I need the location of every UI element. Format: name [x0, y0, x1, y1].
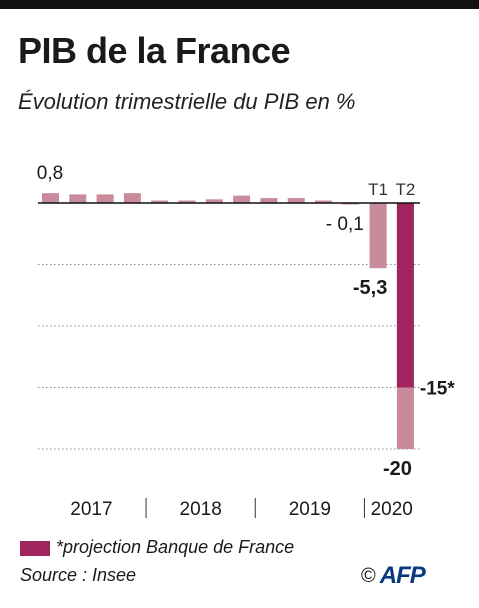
year-label: 2018: [180, 499, 222, 520]
bar-2018-T2: [178, 200, 196, 203]
data-labels: 0,8 - 0,1 -5,3 -20 -15*: [37, 163, 456, 480]
bar-2017-T3: [96, 194, 114, 203]
legend-text: *projection Banque de France: [56, 537, 295, 557]
data-label: -15*: [420, 379, 455, 400]
year-label: 2017: [70, 499, 112, 520]
bars: [42, 193, 414, 449]
data-label: - 0,1: [326, 214, 364, 235]
bar-2018-T3: [205, 199, 223, 203]
bar-2017-T2: [69, 194, 87, 203]
bar-2020-T1: [369, 203, 387, 269]
bar-2018-T4: [233, 195, 251, 203]
data-label: -5,3: [353, 277, 387, 299]
source-text: Source : Insee: [20, 565, 137, 585]
year-label: 2019: [289, 499, 331, 520]
quarter-label: T1: [368, 180, 388, 199]
data-label: -20: [383, 458, 412, 480]
afp-logo: AFP: [379, 562, 426, 589]
x-axis: 2017 2018 2019 2020: [70, 498, 413, 520]
bar-2019-T3: [315, 200, 332, 203]
year-label: 2020: [371, 499, 413, 520]
afp-credit: © AFP: [361, 562, 426, 590]
quarter-labels: T1 T2: [368, 180, 415, 199]
top-bar: [0, 0, 479, 9]
chart-subtitle: Évolution trimestrielle du PIB en %: [18, 89, 356, 114]
chart-title: PIB de la France: [18, 30, 291, 71]
quarter-label: T2: [395, 180, 415, 199]
bar-2017-T1: [42, 193, 59, 203]
bar-2019-T1: [260, 198, 278, 203]
data-label: 0,8: [37, 163, 63, 184]
bar-2019-T2: [287, 198, 305, 203]
bar-2018-T1: [151, 200, 169, 203]
copyright-icon: ©: [361, 564, 376, 587]
legend-swatch: [20, 541, 50, 556]
projection-bar-2020-T2: [396, 203, 414, 388]
bar-2017-T4: [123, 193, 141, 203]
